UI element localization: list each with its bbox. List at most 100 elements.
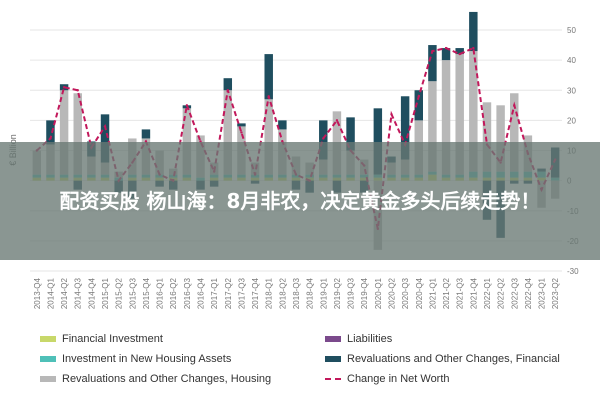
legend-item-new-housing: Investment in New Housing Assets [40, 353, 231, 365]
x-tick-label: 2020-Q3 [401, 277, 410, 309]
bar-segment [264, 54, 273, 100]
series-point [431, 49, 434, 53]
series-point [458, 52, 461, 56]
bar-segment [59, 90, 69, 175]
x-tick-label: 2017-Q4 [251, 277, 260, 309]
x-tick-label: 2021-Q3 [456, 277, 465, 309]
x-tick-label: 2017-Q1 [210, 277, 219, 309]
x-tick-label: 2015-Q2 [115, 277, 124, 309]
series-point [267, 95, 270, 98]
series-point [240, 131, 243, 134]
series-point [472, 46, 475, 50]
x-tick-label: 2018-Q1 [265, 277, 274, 309]
bar-segment [510, 93, 519, 172]
legend-label: Financial Investment [62, 333, 163, 345]
x-tick-label: 2016-Q4 [197, 277, 206, 309]
bar-segment [455, 54, 464, 175]
series-point [226, 89, 229, 92]
series-point [103, 125, 107, 128]
bar-segment [455, 48, 464, 55]
legend-label: Revaluations and Other Changes, Housing [62, 373, 272, 385]
legend-item-financial-investment: Financial Investment [40, 333, 163, 345]
legend-item-change-in-net-worth: Change in Net Worth [325, 373, 450, 385]
x-tick-label: 2023-Q2 [551, 277, 560, 309]
series-point [513, 104, 516, 107]
bar-segment [428, 45, 437, 82]
series-point [62, 86, 66, 89]
y-tick-label: 40 [567, 56, 576, 65]
y-tick-label: 30 [567, 86, 576, 95]
bar-segment [264, 99, 273, 175]
legend-item-revaluations-financial: Revaluations and Other Changes, Financia… [325, 353, 560, 365]
y-tick-label: -30 [567, 267, 579, 276]
x-tick-label: 2020-Q1 [374, 277, 383, 309]
x-tick-label: 2023-Q1 [538, 277, 547, 309]
x-tick-label: 2016-Q1 [156, 277, 165, 309]
x-tick-label: 2015-Q4 [142, 277, 151, 309]
legend-swatch-change-in-net-worth [325, 378, 341, 380]
legend-swatch-liabilities [325, 336, 341, 342]
bar-segment [278, 120, 287, 130]
x-tick-label: 2014-Q3 [74, 277, 83, 309]
x-tick-label: 2018-Q3 [292, 277, 301, 309]
headline-banner: 配资买股 杨山海：8月非农，决定黄金多头后续走势！ [0, 142, 600, 260]
x-tick-label: 2013-Q4 [33, 277, 42, 309]
x-tick-label: 2014-Q1 [46, 277, 55, 309]
x-tick-label: 2021-Q4 [469, 277, 478, 309]
headline-text: 配资买股 杨山海：8月非农，决定黄金多头后续走势！ [59, 189, 541, 213]
series-point [390, 113, 393, 116]
chart-legend: Financial Investment Liabilities Investm… [40, 333, 600, 393]
x-tick-label: 2021-Q1 [428, 277, 437, 309]
bar-segment [428, 81, 437, 172]
x-tick-label: 2016-Q2 [169, 277, 178, 309]
x-axis-ticks: 2013-Q4 2014-Q1 2014-Q2 2014-Q3 2014-Q4 2015-… [33, 277, 560, 309]
legend-label: Liabilities [347, 333, 393, 345]
x-tick-label: 2019-Q1 [319, 277, 328, 309]
x-tick-label: 2018-Q4 [306, 277, 315, 309]
bar-segment [414, 90, 423, 121]
bar-segment [441, 48, 451, 61]
bar-segment [400, 96, 410, 160]
bar-segment [319, 120, 328, 160]
y-tick-label: 20 [567, 116, 576, 125]
x-tick-label: 2018-Q2 [278, 277, 287, 309]
x-tick-label: 2015-Q1 [101, 277, 110, 309]
bar-segment [73, 93, 82, 175]
bar-segment [223, 78, 233, 91]
x-tick-label: 2016-Q3 [183, 277, 192, 309]
x-tick-label: 2022-Q3 [510, 277, 519, 309]
x-tick-label: 2017-Q2 [224, 277, 233, 309]
x-tick-label: 2019-Q4 [360, 277, 369, 309]
series-point [76, 89, 79, 92]
x-tick-label: 2019-Q3 [347, 277, 356, 309]
series-point [417, 95, 420, 98]
series-point [335, 119, 339, 122]
bar-segment [346, 117, 355, 151]
legend-label: Revaluations and Other Changes, Financia… [347, 353, 560, 365]
series-point [444, 46, 448, 50]
x-tick-label: 2014-Q2 [60, 277, 69, 309]
series-point [49, 137, 52, 140]
bar-segment [141, 129, 151, 139]
x-tick-label: 2015-Q3 [128, 277, 137, 309]
legend-swatch-financial-investment [40, 336, 56, 342]
legend-swatch-new-housing [40, 356, 56, 362]
legend-item-liabilities: Liabilities [325, 333, 392, 345]
legend-swatch-revaluations-housing [40, 376, 56, 382]
y-tick-label: 50 [567, 26, 576, 35]
x-tick-label: 2020-Q4 [415, 277, 424, 309]
bar-segment [441, 60, 451, 175]
x-tick-label: 2017-Q3 [237, 277, 246, 309]
bar-segment [182, 108, 192, 175]
x-tick-label: 2021-Q2 [442, 277, 451, 309]
x-tick-label: 2014-Q4 [87, 277, 96, 309]
legend-label: Investment in New Housing Assets [62, 353, 232, 365]
series-point [185, 104, 189, 107]
legend-item-revaluations-housing: Revaluations and Other Changes, Housing [40, 373, 271, 385]
series-point [322, 137, 325, 140]
bar-segment [469, 51, 478, 172]
bar-segment [482, 102, 492, 172]
bar-segment [469, 11, 478, 52]
legend-swatch-revaluations-financial [325, 356, 341, 362]
bar-segment [100, 114, 110, 163]
